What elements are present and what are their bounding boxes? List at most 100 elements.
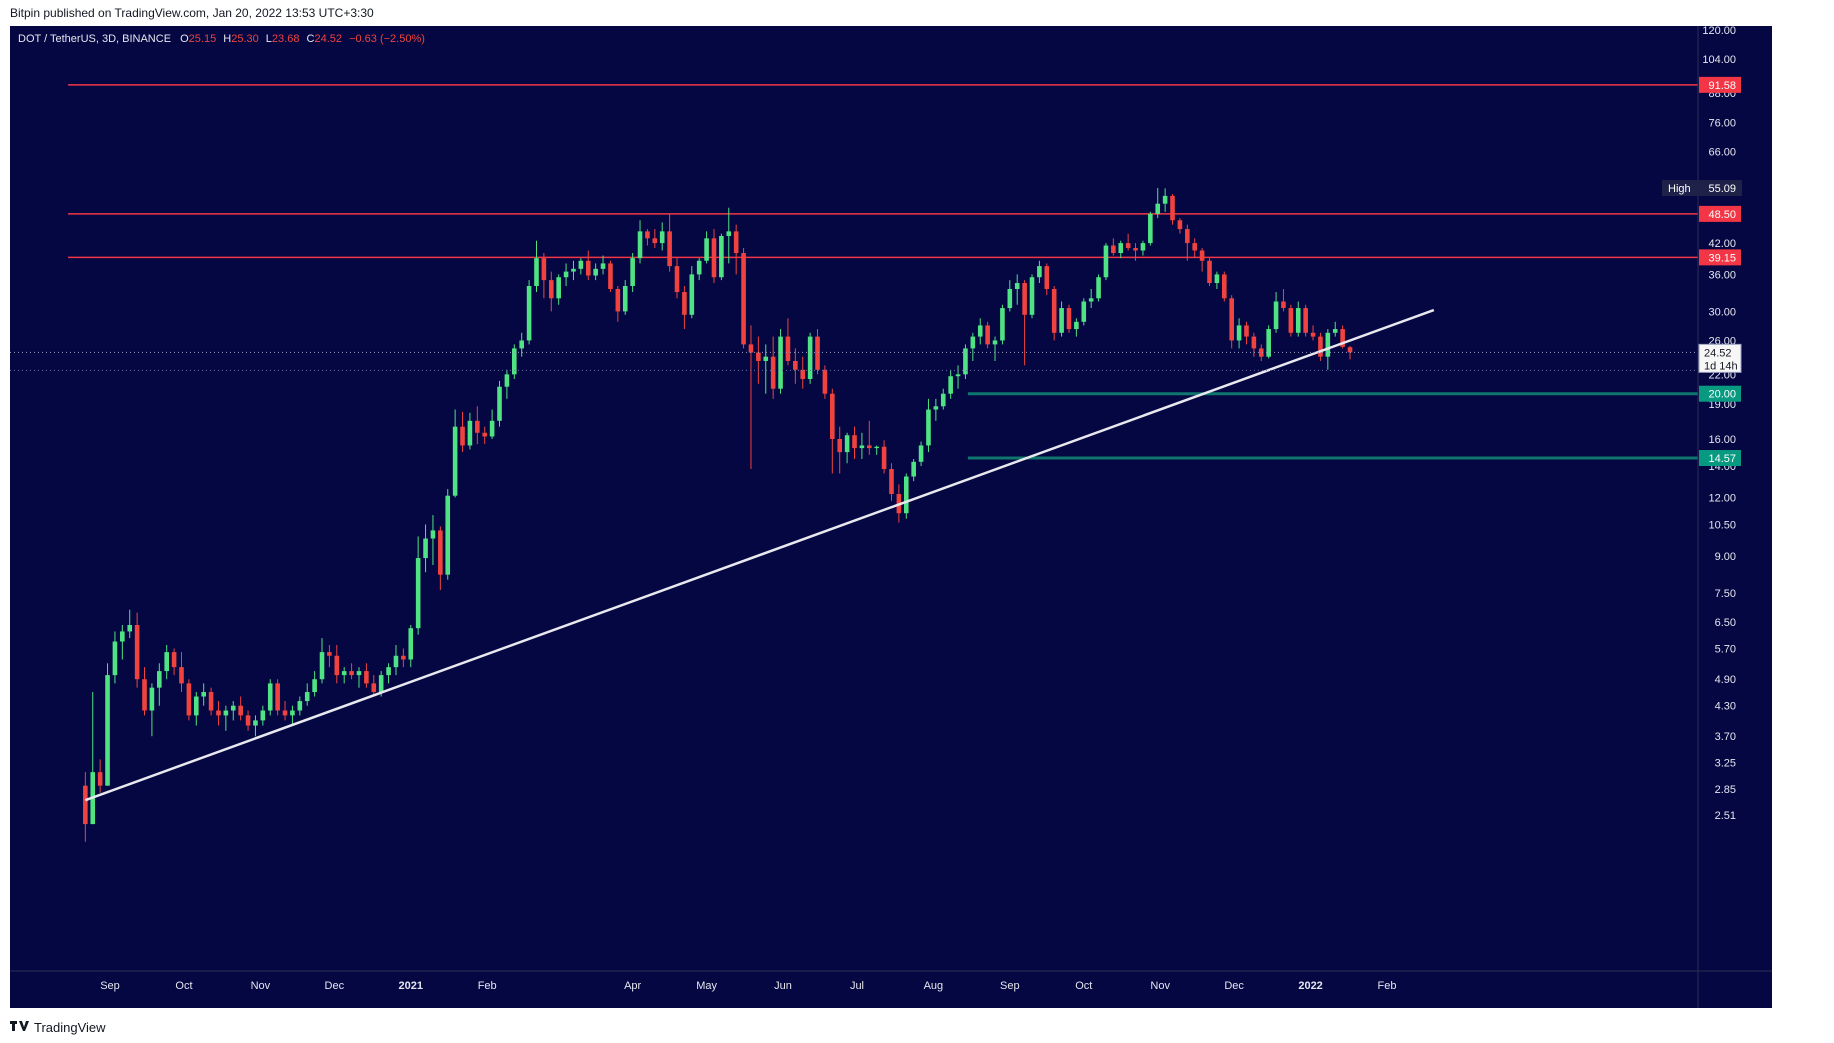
candle-body xyxy=(452,426,458,496)
candle-body xyxy=(992,340,998,345)
candle xyxy=(1088,289,1094,309)
high-label: H xyxy=(223,33,231,45)
candle xyxy=(460,411,465,453)
price-tick-label: 66.00 xyxy=(1708,146,1736,158)
candle-body xyxy=(386,667,391,676)
candle-body xyxy=(423,538,428,559)
candle-body xyxy=(97,772,103,786)
footer-branding[interactable]: TradingView xyxy=(10,1016,106,1038)
candle xyxy=(408,624,414,668)
candle xyxy=(216,701,221,726)
price-tick-label: 12.00 xyxy=(1708,492,1736,504)
candle xyxy=(1118,240,1124,259)
candle xyxy=(1221,271,1227,302)
price-tick-label: 3.25 xyxy=(1715,758,1736,770)
candle-body xyxy=(467,420,473,446)
candle-body xyxy=(393,655,399,668)
candle-body xyxy=(378,675,384,693)
candle xyxy=(260,705,266,726)
candle-body xyxy=(408,628,414,660)
candle xyxy=(334,644,340,684)
candle xyxy=(134,612,140,688)
candle xyxy=(105,663,110,786)
candle-body xyxy=(748,344,754,353)
candle-body xyxy=(438,530,443,575)
level-price-tag xyxy=(1699,205,1741,222)
price-tick-label: 76.00 xyxy=(1708,118,1736,130)
last-price-line xyxy=(10,351,1698,371)
candle xyxy=(622,280,628,315)
candle-body xyxy=(304,692,310,702)
candle-body xyxy=(489,420,495,437)
time-tick-label: May xyxy=(696,980,717,992)
candle-body xyxy=(1066,308,1072,330)
candle-body xyxy=(866,445,872,449)
candle xyxy=(1133,243,1138,261)
trendline-group[interactable] xyxy=(84,308,1435,802)
candle xyxy=(830,388,835,474)
candle xyxy=(1258,344,1264,361)
candle-body xyxy=(401,655,406,660)
time-tick-label: Feb xyxy=(478,980,497,992)
candle xyxy=(127,609,133,639)
candle xyxy=(748,325,754,470)
candle-body xyxy=(859,445,865,449)
candle-body xyxy=(1347,347,1353,353)
candle-body xyxy=(193,696,199,716)
price-tick-label: 104.00 xyxy=(1702,54,1736,66)
candle xyxy=(245,710,251,731)
candle-body xyxy=(985,325,990,345)
level-price-tag xyxy=(1699,249,1741,266)
price-tick-label: 4.30 xyxy=(1715,701,1736,713)
candle-body xyxy=(430,530,436,539)
candle xyxy=(822,365,828,399)
ascending-trendline[interactable] xyxy=(84,308,1435,802)
candle xyxy=(223,705,229,731)
candle xyxy=(112,631,118,684)
candle xyxy=(1162,188,1168,212)
candle xyxy=(800,356,806,389)
candle xyxy=(423,524,428,573)
last-price-tag xyxy=(1698,343,1742,373)
candle xyxy=(719,233,724,281)
candle-body xyxy=(622,285,628,312)
candle xyxy=(393,644,399,676)
candle-body xyxy=(253,720,258,726)
candle xyxy=(327,644,332,668)
candle xyxy=(948,369,953,399)
candle xyxy=(689,266,695,319)
candle-body xyxy=(275,683,280,711)
candle xyxy=(149,683,155,737)
candle xyxy=(193,692,199,726)
candle xyxy=(563,263,569,286)
candle xyxy=(512,344,517,380)
candle-body xyxy=(201,692,206,697)
bar-countdown-label: 1d 14h xyxy=(1704,360,1738,372)
candle xyxy=(253,715,258,737)
candle xyxy=(519,332,524,357)
candle xyxy=(926,398,931,453)
change-value: −0.63 (−2.50%) xyxy=(349,33,425,45)
level-price-label: 20.00 xyxy=(1708,389,1736,401)
price-chart[interactable]: 120.00104.0088.0076.0066.0055.0048.0042.… xyxy=(10,26,1772,1008)
candle-body xyxy=(1088,298,1094,302)
low-value: 23.68 xyxy=(272,33,300,45)
price-tick-label: 5.70 xyxy=(1715,644,1736,656)
candle-body xyxy=(793,360,798,370)
publish-info: Bitpin published on TradingView.com, Jan… xyxy=(10,6,374,20)
candle-body xyxy=(1236,325,1242,341)
level-price-tag xyxy=(1699,450,1741,467)
candle xyxy=(1185,224,1190,261)
candle xyxy=(1332,321,1338,337)
candle-body xyxy=(1207,260,1212,284)
low-label: L xyxy=(266,33,272,45)
candle-body xyxy=(445,495,451,575)
candle xyxy=(1140,240,1146,256)
candle xyxy=(1044,263,1050,296)
candle-body xyxy=(778,336,783,389)
candle xyxy=(1340,325,1345,349)
time-axis[interactable]: Sep Oct Nov Dec 2021 Feb Apr May Jun Jul Aug Sep Oct… xyxy=(100,980,1396,992)
candle xyxy=(230,701,236,721)
candle-body xyxy=(830,393,835,440)
candle-body xyxy=(955,374,961,377)
